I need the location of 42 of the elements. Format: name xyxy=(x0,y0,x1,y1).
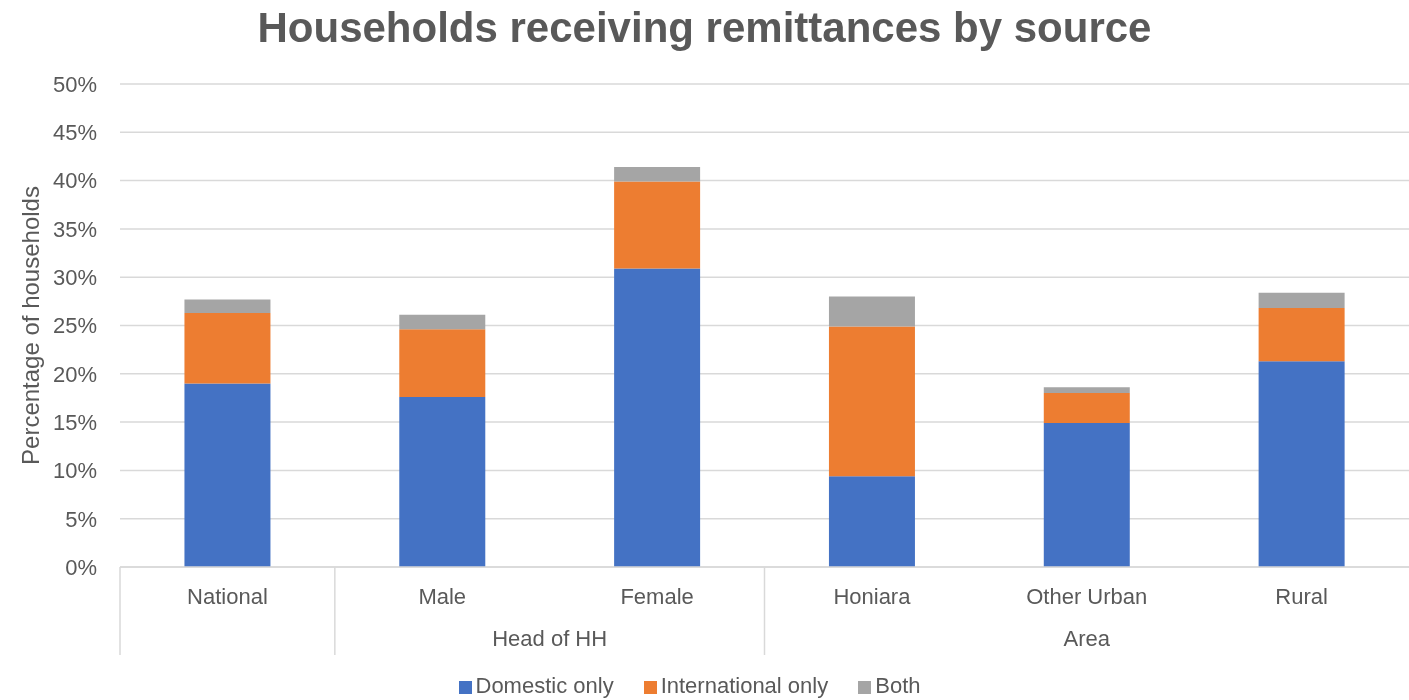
bar xyxy=(184,383,271,567)
bar xyxy=(399,396,486,567)
y-tick-label: 35% xyxy=(52,216,97,242)
bar xyxy=(1258,308,1345,362)
y-tick-label: 25% xyxy=(52,313,97,339)
legend-label: Domestic only xyxy=(475,673,614,698)
bar xyxy=(184,299,271,313)
x-tick-label: Honiara xyxy=(833,583,912,609)
text: Head of HH xyxy=(492,625,608,651)
y-tick-label: 40% xyxy=(52,168,97,194)
bar xyxy=(614,167,701,182)
y-tick-label: 0% xyxy=(65,554,97,580)
y-axis-title: Percentage of households xyxy=(16,186,44,465)
y-tick-label: 45% xyxy=(52,120,97,146)
bar xyxy=(399,329,486,397)
legend-label: International only xyxy=(660,673,829,698)
x-tick-label: Male xyxy=(418,583,467,609)
bar xyxy=(1258,292,1345,309)
bar xyxy=(828,476,915,567)
y-tick-label: 10% xyxy=(52,458,97,484)
y-tick-label: 5% xyxy=(65,506,97,532)
y-tick-label: 30% xyxy=(52,265,97,291)
chart-title: Households receiving remittances by source xyxy=(256,3,1153,53)
bar xyxy=(614,181,701,269)
legend-label: Both xyxy=(875,673,921,698)
bar xyxy=(1258,361,1345,567)
y-tick-label: 15% xyxy=(52,409,97,435)
bar xyxy=(399,314,486,330)
x-tick-label: Female xyxy=(620,583,694,609)
x-tick-label: Rural xyxy=(1275,583,1328,609)
bar xyxy=(1043,387,1130,394)
bar xyxy=(1043,423,1130,567)
text: Area xyxy=(1063,625,1111,651)
x-tick-label: National xyxy=(187,583,268,609)
y-tick-label: 50% xyxy=(52,71,97,97)
y-tick-label: 20% xyxy=(52,361,97,387)
bar xyxy=(828,326,915,477)
bar xyxy=(184,312,271,384)
x-tick-label: Other Urban xyxy=(1026,583,1148,609)
bar xyxy=(1043,393,1130,424)
bar xyxy=(614,268,701,567)
bar xyxy=(828,296,915,327)
